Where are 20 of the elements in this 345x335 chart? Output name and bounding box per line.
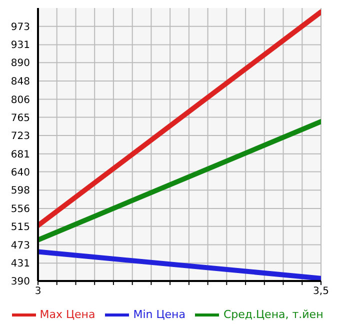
- legend-label: Max Цена: [40, 308, 96, 322]
- y-tick-label: 598: [10, 186, 30, 197]
- legend-label: Сред.Цена, т.йен: [223, 308, 324, 322]
- y-tick-label: 515: [10, 222, 30, 233]
- y-tick-label: 723: [10, 131, 30, 142]
- y-tick-label: 431: [10, 258, 30, 270]
- y-tick-label: 848: [10, 76, 30, 88]
- y-tick-label: 890: [10, 58, 30, 70]
- legend-label: Min Цена: [133, 308, 186, 322]
- y-tick-label: 765: [10, 112, 30, 124]
- y-tick-label: 931: [10, 40, 30, 52]
- x-tick-label: 3,5: [313, 286, 329, 298]
- y-tick-label: 681: [10, 149, 30, 160]
- y-tick-label: 473: [10, 240, 30, 252]
- y-tick-label: 390: [10, 276, 30, 288]
- y-tick-label: 556: [10, 204, 30, 216]
- y-tick-label: 806: [10, 94, 30, 106]
- y-tick-label: 640: [10, 167, 30, 178]
- y-tick-label: 973: [10, 22, 30, 33]
- x-tick-label: 3: [34, 286, 42, 298]
